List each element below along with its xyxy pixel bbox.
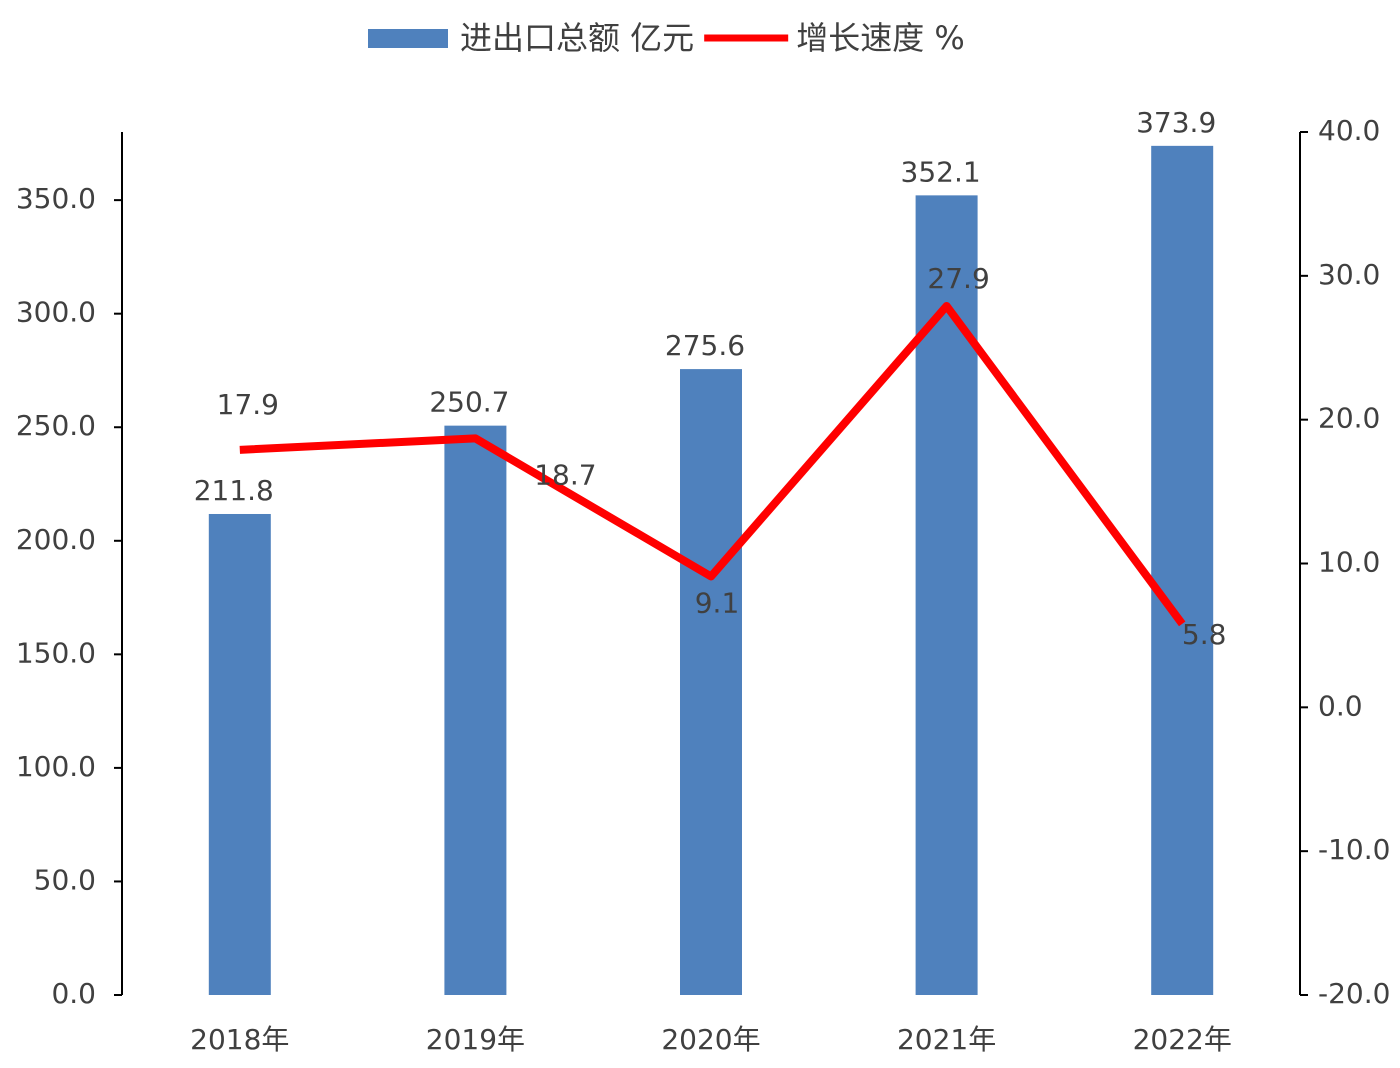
y2-tick-label: -10.0 xyxy=(1318,833,1390,866)
y2-tick-label: 10.0 xyxy=(1318,546,1380,579)
line-value-label: 9.1 xyxy=(695,586,740,619)
y-tick-label: 350.0 xyxy=(16,182,96,215)
bar-value-label: 250.7 xyxy=(429,386,509,419)
y-tick-label: 150.0 xyxy=(16,636,96,669)
line-value-label: 5.8 xyxy=(1182,618,1227,651)
legend-label: 增长速度 % xyxy=(796,19,965,57)
line xyxy=(239,302,1186,627)
bar-value-label: 211.8 xyxy=(194,474,274,507)
bar-value-label: 275.6 xyxy=(665,329,745,362)
x-tick-label: 2019年 xyxy=(426,1023,525,1056)
bar-value-label: 373.9 xyxy=(1136,106,1216,139)
y2-tick-label: 20.0 xyxy=(1318,402,1380,435)
x-tick-label: 2020年 xyxy=(661,1023,760,1056)
x-tick-label: 2018年 xyxy=(190,1023,289,1056)
bar xyxy=(680,369,742,995)
y2-tick-label: 30.0 xyxy=(1318,258,1380,291)
y-tick-label: 300.0 xyxy=(16,296,96,329)
y-tick-label: 0.0 xyxy=(51,977,96,1010)
bar xyxy=(444,425,507,995)
bar xyxy=(1151,145,1214,996)
y2-tick-label: 40.0 xyxy=(1318,114,1380,147)
y-tick-label: 200.0 xyxy=(16,523,96,556)
line-value-label: 27.9 xyxy=(927,262,989,295)
x-tick-label: 2022年 xyxy=(1133,1023,1232,1056)
legend-swatch xyxy=(368,29,448,48)
legend-label: 进出口总额 亿元 xyxy=(460,19,694,57)
y-tick-label: 50.0 xyxy=(34,863,96,896)
bar-value-label: 352.1 xyxy=(901,155,981,188)
line-value-label: 17.9 xyxy=(217,388,279,421)
y-tick-label: 100.0 xyxy=(16,750,96,783)
line-value-label: 18.7 xyxy=(534,458,596,491)
y2-tick-label: 0.0 xyxy=(1318,689,1363,722)
bar xyxy=(208,513,271,995)
y2-tick-label: -20.0 xyxy=(1318,977,1390,1010)
x-tick-label: 2021年 xyxy=(897,1023,996,1056)
bar xyxy=(915,195,978,995)
y-tick-label: 250.0 xyxy=(16,409,96,442)
